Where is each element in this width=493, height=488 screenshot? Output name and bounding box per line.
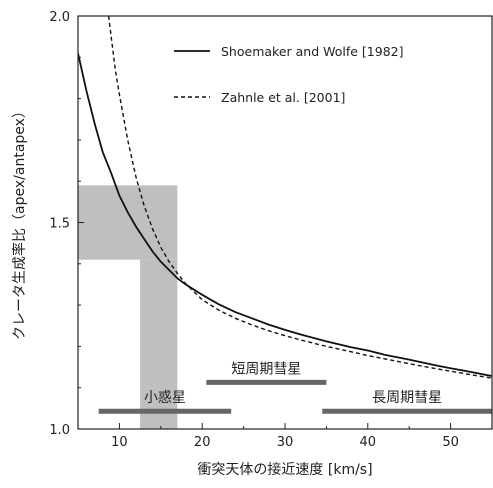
legend-label-2: Zahnle et al. [2001]: [221, 90, 345, 105]
y-tick-label: 1.0: [49, 423, 70, 438]
y-tick-label: 2.0: [49, 10, 70, 25]
shaded-region-1: [78, 185, 178, 260]
y-tick-label: 1.5: [49, 217, 70, 232]
x-tick-label: 40: [360, 435, 377, 450]
x-tick-label: 30: [277, 435, 294, 450]
range-label-2: 短周期彗星: [231, 361, 301, 377]
series-line-2: [107, 16, 492, 379]
y-axis-title: クレータ生成率比（apex/antapex）: [11, 104, 28, 340]
legend-label-1: Shoemaker and Wolfe [1982]: [221, 44, 404, 59]
x-tick-label: 10: [111, 435, 128, 450]
series-line-1: [78, 53, 492, 377]
axis-ticks: 10 20 30 40 50 1.0 1.5 2.0: [49, 10, 493, 450]
x-axis-title: 衝突天体の接近速度 [km/s]: [197, 461, 372, 478]
x-tick-label: 50: [442, 435, 459, 450]
shaded-region-2: [140, 259, 178, 429]
range-label-1: 小惑星: [144, 390, 186, 406]
ratio-curves: [78, 16, 492, 379]
range-label-3: 長周期彗星: [372, 390, 442, 406]
x-tick-label: 20: [194, 435, 211, 450]
shaded-regions: [78, 185, 178, 429]
legend: Shoemaker and Wolfe [1982] Zahnle et al. …: [174, 44, 404, 105]
